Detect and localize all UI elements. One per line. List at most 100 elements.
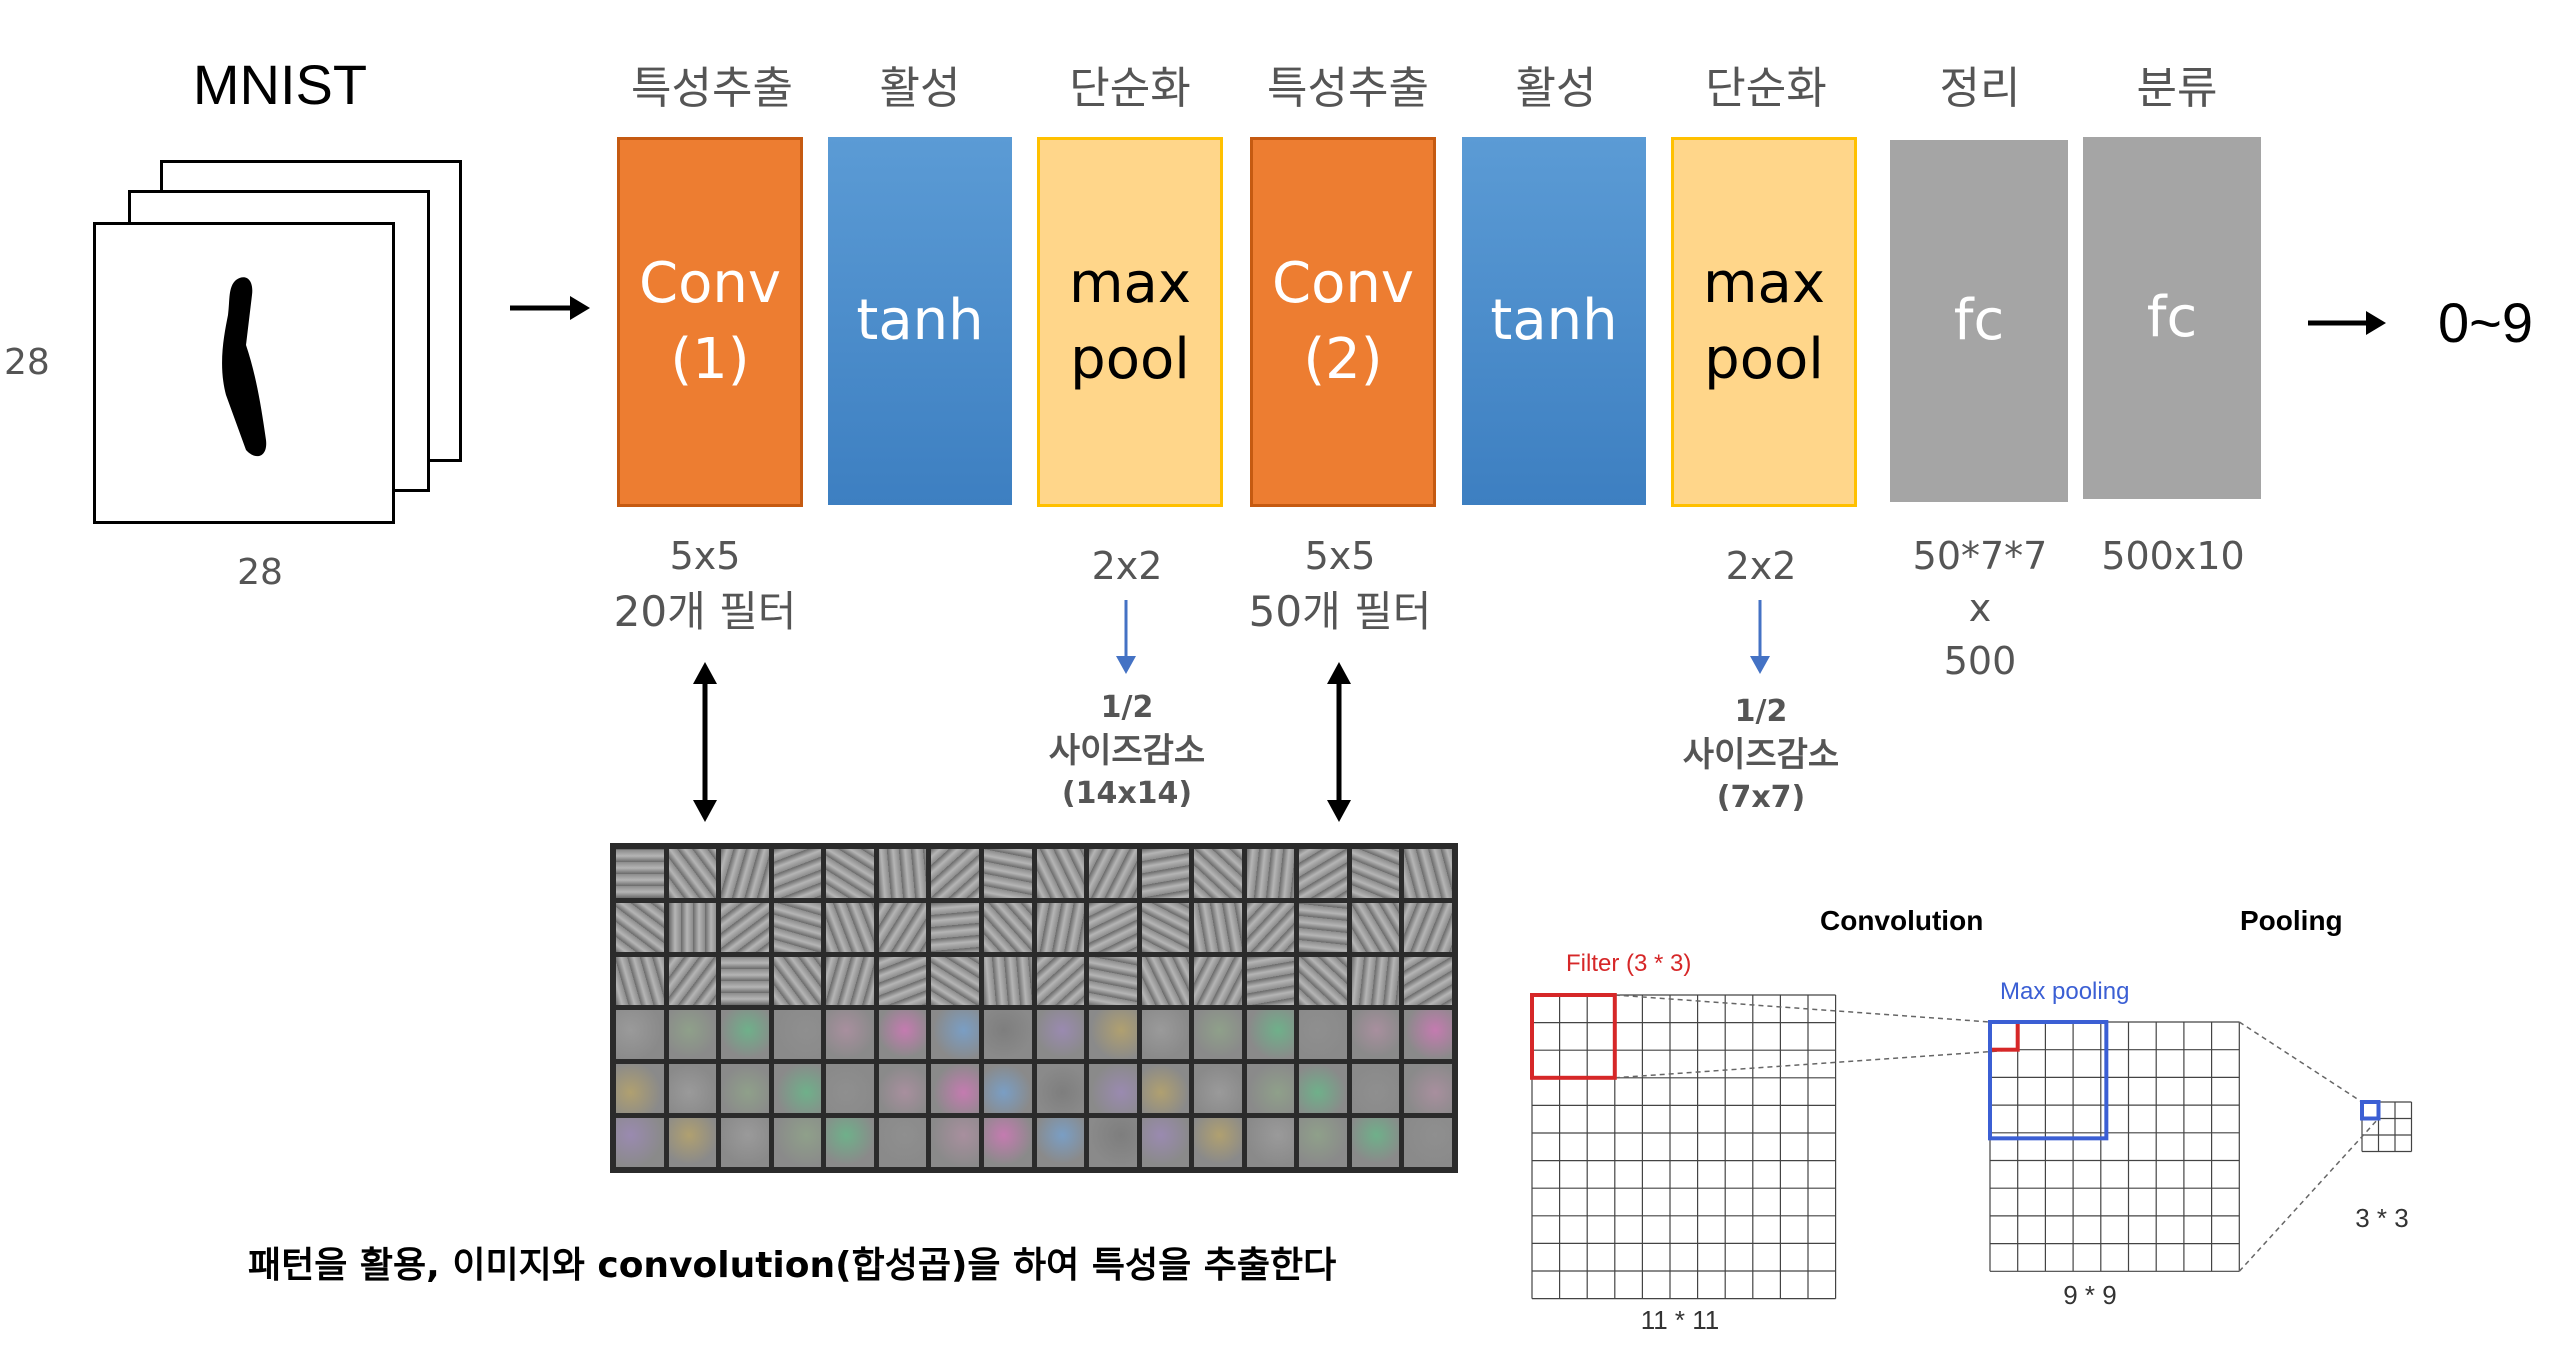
conv1-filters: 20개 필터 — [613, 587, 797, 637]
filter-tile — [1299, 956, 1347, 1006]
filter-tile — [1299, 902, 1347, 952]
filter-tile — [1246, 849, 1295, 898]
filter-tile — [668, 1064, 717, 1114]
stage-header-pool1: 단순화 — [1069, 63, 1191, 114]
filter-tile — [878, 902, 927, 952]
output-label: 0~9 — [2438, 291, 2533, 354]
filter-tile — [1351, 849, 1400, 898]
filter-tile — [1194, 1118, 1242, 1167]
conv-projection-line-top — [1614, 994, 1991, 1023]
tanh1-block: tanh — [828, 137, 1012, 505]
filter-tile — [773, 1118, 822, 1167]
conv1-line2: (1) — [670, 327, 750, 392]
pool2-block: max pool — [1671, 137, 1857, 507]
pooling-title: Pooling — [2240, 905, 2343, 936]
filter-tile — [1141, 1118, 1190, 1167]
stage-header-fc1: 정리 — [1939, 63, 2021, 114]
filter-tile — [616, 1064, 664, 1114]
filter-tile — [773, 1064, 822, 1114]
filter-tile — [773, 1010, 822, 1060]
filter-tile — [1036, 849, 1085, 898]
filter-tile — [931, 1064, 979, 1114]
grid2-label: 9 * 9 — [2063, 1280, 2117, 1310]
pool1-line2: pool — [1070, 327, 1190, 392]
filter-tile — [721, 1118, 769, 1167]
conv2-line1: Conv — [1272, 251, 1414, 317]
filter-tile — [668, 1010, 717, 1060]
filter-tile — [1036, 1064, 1085, 1114]
pool1-note: 1/2 사이즈감소 (14x14) — [1017, 688, 1237, 815]
filter-tile — [1351, 1118, 1400, 1167]
conv-projection-line-bottom — [1614, 1048, 2018, 1079]
pooled-grid-3x3 — [2361, 1101, 2413, 1153]
conv2-params: 5x5 50개 필터 — [1225, 530, 1455, 642]
fc1-param-line3: 500 — [1943, 638, 2017, 683]
filter-tile — [1141, 1010, 1190, 1060]
fc1-block: fc — [1890, 140, 2068, 502]
filter-tile — [931, 1118, 979, 1167]
mnist-title: MNIST — [192, 53, 368, 116]
filter-tile — [1089, 1064, 1137, 1114]
filter-tile — [931, 902, 979, 952]
filter-tile — [773, 902, 822, 952]
pool2-note-ratio: 1/2 — [1734, 694, 1788, 729]
filter-tile — [1246, 1064, 1295, 1114]
filter-tile — [1141, 849, 1190, 898]
filter-tile — [1404, 1064, 1452, 1114]
stage-header-conv2: 특성추출 — [1267, 63, 1429, 114]
stage-header-tanh1: 활성 — [879, 63, 961, 114]
filter-tile — [826, 1064, 874, 1114]
filter-tile — [1036, 902, 1085, 952]
fc1-label: fc — [1953, 288, 2005, 354]
filter-tile — [721, 902, 769, 952]
filter-tile — [983, 849, 1032, 898]
filter-tile — [668, 1118, 717, 1167]
filter-tile — [721, 849, 769, 898]
filter-tile — [983, 1118, 1032, 1167]
pool1-size: 2x2 — [1091, 544, 1163, 588]
conv2-size: 5x5 — [1304, 534, 1376, 578]
filter-tile — [721, 1064, 769, 1114]
conv2-filters: 50개 필터 — [1248, 587, 1432, 637]
filter-tile — [1089, 902, 1137, 952]
filter-tile — [1404, 1118, 1452, 1167]
pool2-note: 1/2 사이즈감소 (7x7) — [1651, 692, 1871, 819]
filter-tile — [1246, 1118, 1295, 1167]
fc2-params: 500x10 — [2101, 534, 2245, 578]
output-arrow — [2308, 311, 2386, 335]
filter-tile — [1089, 1118, 1137, 1167]
height-label: 28 — [4, 342, 50, 383]
filter-tile — [1036, 1118, 1085, 1167]
fc2-label: fc — [2146, 285, 2198, 351]
input-grid-11x11 — [1531, 994, 1837, 1300]
filter-tile — [878, 1118, 927, 1167]
conv-pool-inset — [1530, 993, 2413, 1300]
conv1-params: 5x5 20개 필터 — [590, 530, 820, 642]
filter-tile — [616, 902, 664, 952]
tanh1-label: tanh — [856, 288, 984, 354]
filter-tile — [1351, 956, 1400, 1006]
pool1-note-ratio: 1/2 — [1100, 690, 1154, 725]
filter-tile — [1351, 1010, 1400, 1060]
pool1-note-text: 사이즈감소 — [1048, 730, 1206, 771]
stage-header-conv1: 특성추출 — [631, 63, 793, 114]
filter-tile — [1246, 1010, 1295, 1060]
pool-projection-line-bottom — [2238, 1117, 2380, 1272]
filter-tile — [1194, 849, 1242, 898]
filter-tile — [826, 849, 874, 898]
filter-tile — [721, 956, 769, 1006]
filter-tile — [1404, 956, 1452, 1006]
pool1-down-arrow — [1116, 600, 1136, 674]
pool1-note-size: (14x14) — [1061, 776, 1193, 812]
pool1-block: max pool — [1037, 137, 1223, 507]
conv2-line2: (2) — [1303, 327, 1383, 392]
pool-output-cell — [2360, 1100, 2381, 1121]
learned-filter-bank — [610, 843, 1458, 1173]
filter-tile — [1141, 1064, 1190, 1114]
conv1-filter-link-arrow — [693, 662, 717, 822]
digit-one-image — [222, 277, 267, 457]
pool2-down-arrow — [1750, 600, 1770, 674]
tanh2-block: tanh — [1462, 137, 1646, 505]
filter-tile — [1089, 849, 1137, 898]
pool1-line1: max — [1068, 251, 1191, 317]
